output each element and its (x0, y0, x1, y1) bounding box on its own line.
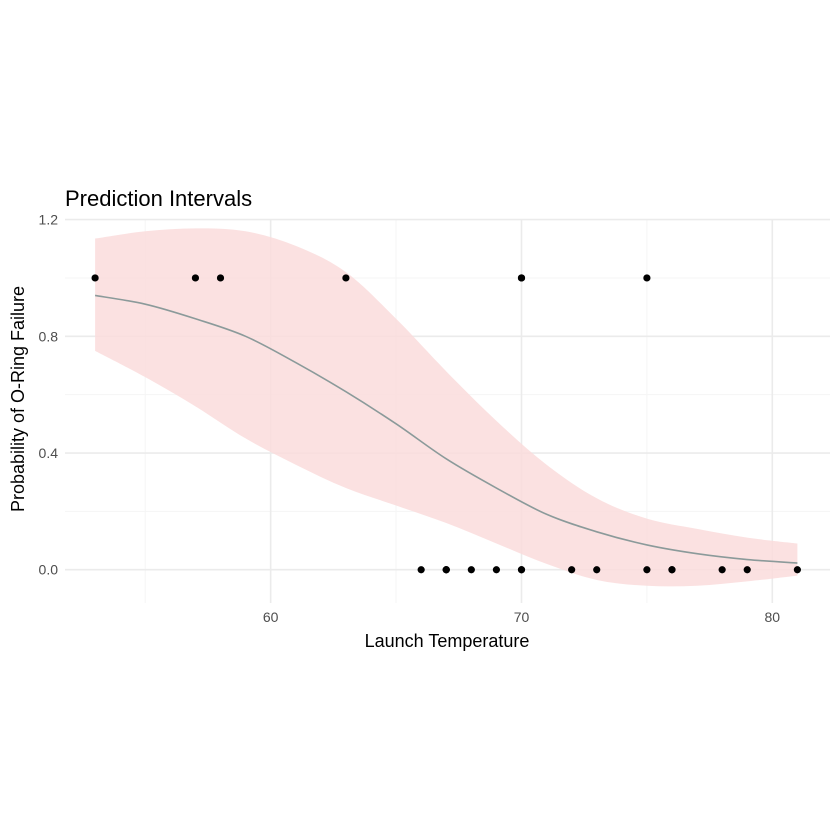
data-point (216, 274, 225, 282)
data-point (718, 566, 726, 574)
data-point (517, 274, 526, 282)
fit-line (94, 294, 798, 564)
data-point (342, 274, 350, 282)
y-axis-label: Probability of O-Ring Failure (8, 286, 28, 512)
data-point (793, 566, 801, 574)
x-tick-labels: 60 70 80 (263, 609, 780, 625)
data-point (593, 566, 601, 574)
x-tick-label: 60 (263, 609, 279, 625)
data-point (668, 566, 676, 574)
x-axis-label: Launch Temperature (365, 631, 530, 651)
data-point (568, 566, 576, 574)
data-point (492, 566, 501, 574)
x-tick-label: 70 (514, 609, 530, 625)
data-point (643, 566, 651, 574)
data-point (643, 274, 651, 282)
prediction-interval-band (95, 228, 798, 587)
data-point (517, 566, 526, 574)
y-tick-label: 0.4 (39, 445, 59, 461)
y-tick-labels: 0.0 0.4 0.8 1.2 (39, 212, 59, 578)
y-tick-label: 0.8 (39, 328, 59, 344)
y-tick-label: 1.2 (39, 212, 59, 228)
chart-title: Prediction Intervals (65, 186, 252, 211)
y-tick-label: 0.0 (39, 562, 59, 578)
x-tick-label: 80 (765, 609, 781, 625)
data-point (442, 566, 450, 574)
data-points (91, 274, 801, 574)
data-point (191, 274, 200, 282)
data-point (91, 274, 99, 282)
data-point (743, 566, 751, 574)
data-point (467, 566, 475, 574)
data-point (417, 566, 425, 574)
